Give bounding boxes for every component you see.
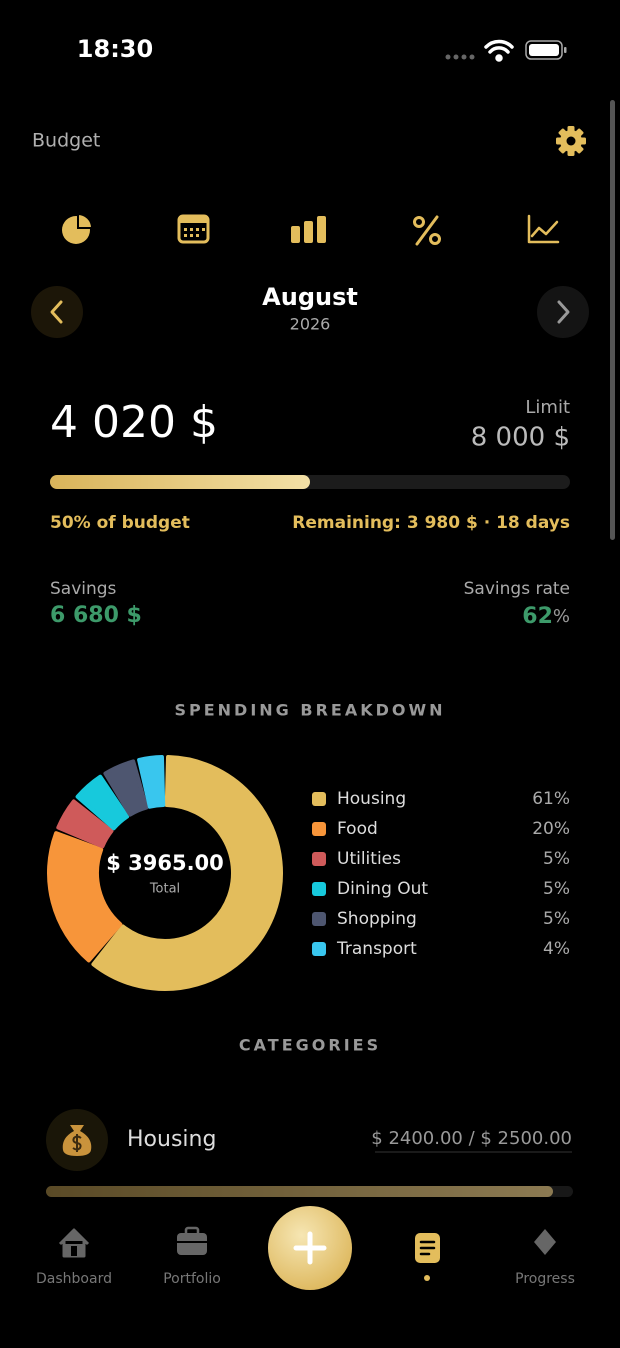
donut-total-label: Total xyxy=(149,882,180,897)
limit-amount: 8 000 $ xyxy=(471,423,570,453)
nav-progress[interactable]: Progress xyxy=(515,1229,575,1287)
savings-rate-unit: % xyxy=(553,606,570,627)
legend-swatch xyxy=(312,792,326,806)
category-row[interactable]: Housing $ 2400.00 / $ 2500.00 xyxy=(46,1109,573,1197)
legend-swatch xyxy=(312,942,326,956)
legend-value: 5% xyxy=(543,849,570,869)
add-button[interactable] xyxy=(268,1206,352,1290)
category-progress xyxy=(46,1186,553,1197)
section-title: CATEGORIES xyxy=(239,1036,381,1055)
savings-label: Savings xyxy=(50,579,117,599)
remaining: Remaining: 3 980 $ · 18 days xyxy=(292,513,570,533)
donut-segment xyxy=(103,759,149,817)
donut-chart xyxy=(47,755,283,991)
legend-label: Utilities xyxy=(337,849,401,869)
budget-percent: 50% of budget xyxy=(50,513,190,533)
next-month-button[interactable] xyxy=(537,286,589,338)
tab-trend[interactable] xyxy=(527,214,560,244)
legend-swatch xyxy=(312,852,326,866)
scrollbar xyxy=(610,100,615,540)
nav-budget[interactable] xyxy=(415,1233,440,1281)
category-name: Housing xyxy=(127,1127,216,1152)
money-bag-icon xyxy=(62,1125,92,1156)
page-title: Budget xyxy=(32,130,100,152)
tab-calendar[interactable] xyxy=(177,214,210,244)
status-time: 18:30 xyxy=(77,35,153,63)
savings-rate-label: Savings rate xyxy=(464,579,570,599)
donut-segment xyxy=(137,755,166,809)
month: August xyxy=(262,283,358,311)
legend-swatch xyxy=(312,822,326,836)
legend-value: 4% xyxy=(543,939,570,959)
donut-segment xyxy=(75,774,130,831)
battery-icon xyxy=(525,40,567,60)
donut-segment xyxy=(47,831,123,963)
donut-total: $ 3965.00 xyxy=(106,851,224,875)
spent-amount: 4 020 $ xyxy=(50,397,218,448)
savings-rate-value: 62 xyxy=(522,604,553,629)
section-title: SPENDING BREAKDOWN xyxy=(174,701,445,720)
legend-value: 5% xyxy=(543,879,570,899)
nav-label: Portfolio xyxy=(163,1271,221,1287)
tab-bars[interactable] xyxy=(291,216,326,243)
legend-swatch xyxy=(312,912,326,926)
savings-rate: 62% xyxy=(522,604,570,629)
legend-label: Shopping xyxy=(337,909,417,929)
legend-label: Transport xyxy=(336,939,417,959)
legend-swatch xyxy=(312,882,326,896)
prev-month-button[interactable] xyxy=(31,286,83,338)
nav-portfolio[interactable]: Portfolio xyxy=(163,1226,221,1287)
legend-value: 20% xyxy=(532,819,570,839)
nav-dashboard[interactable]: Dashboard xyxy=(36,1228,112,1287)
savings-amount: 6 680 $ xyxy=(50,603,142,628)
legend-label: Housing xyxy=(337,789,406,809)
donut-segment xyxy=(56,799,114,849)
tab-pie[interactable] xyxy=(62,212,94,244)
legend-label: Dining Out xyxy=(337,879,428,899)
legend-label: Food xyxy=(337,819,378,839)
donut-segment xyxy=(91,755,283,991)
nav-label: Progress xyxy=(515,1271,575,1287)
nav-label: Dashboard xyxy=(36,1271,112,1287)
signal-icon xyxy=(445,54,475,60)
wifi-icon xyxy=(484,39,514,62)
progress-fill xyxy=(50,475,310,489)
legend-value: 61% xyxy=(532,789,570,809)
year: 2026 xyxy=(290,315,331,334)
limit-label: Limit xyxy=(525,397,570,418)
legend-value: 5% xyxy=(543,909,570,929)
tab-percent[interactable] xyxy=(413,215,441,246)
settings-button[interactable] xyxy=(556,126,586,156)
legend: Housing 61% Food 20% Utilities 5% Dining Out 5%… xyxy=(312,789,570,959)
category-amount: $ 2400.00 / $ 2500.00 xyxy=(371,1128,572,1149)
